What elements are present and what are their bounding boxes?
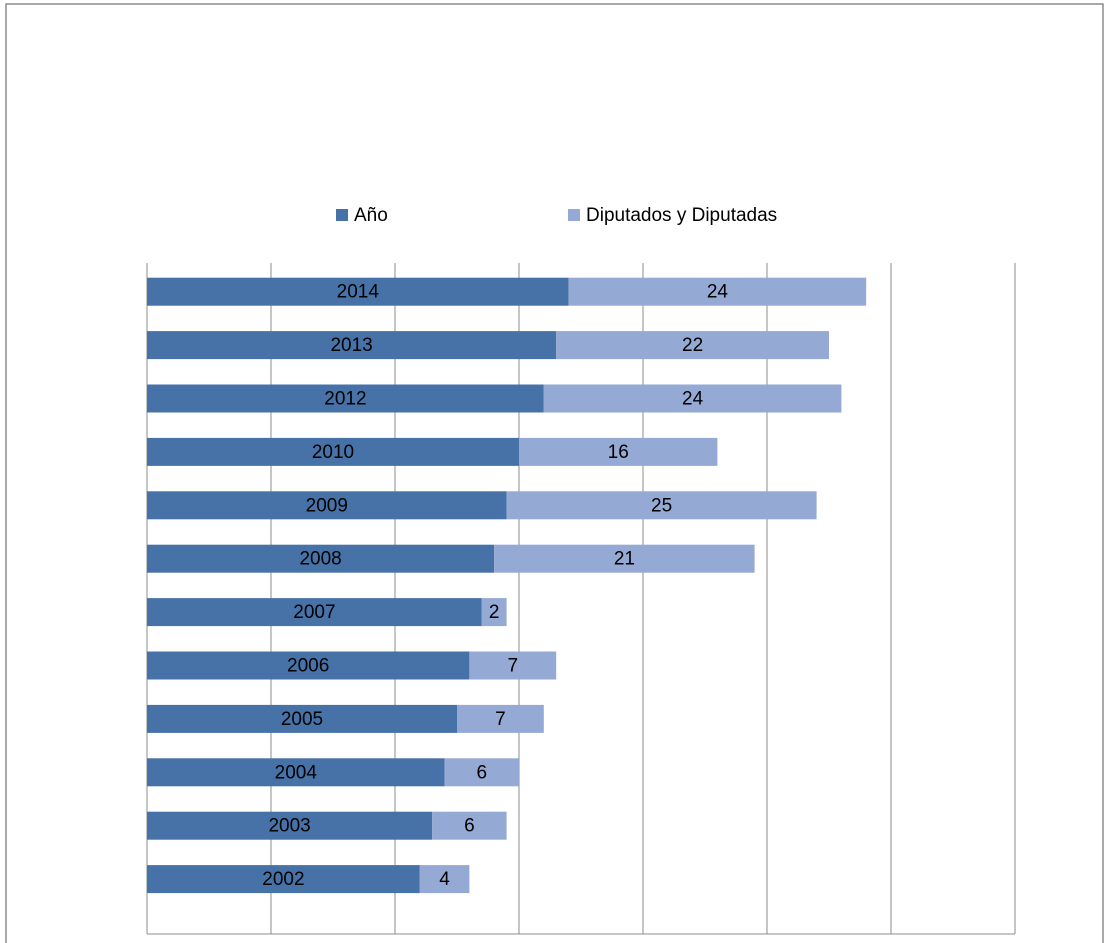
data-label: 2012	[324, 389, 366, 410]
bar-segment	[147, 865, 420, 894]
bar-segment	[147, 758, 445, 787]
data-label: 22	[682, 335, 703, 356]
data-label: 2014	[337, 282, 380, 303]
bar-segment	[147, 277, 569, 306]
bar-segment	[568, 277, 867, 306]
bar-segment	[147, 331, 557, 360]
data-label: 2003	[268, 816, 310, 837]
bar-segment	[147, 491, 507, 520]
data-label: 2008	[299, 549, 341, 570]
chart-frame	[5, 3, 1104, 943]
bar-segment	[147, 544, 495, 573]
bar-segment	[419, 865, 470, 894]
bar-segment	[494, 544, 755, 573]
bar-segment	[457, 704, 544, 733]
legend-swatch	[336, 209, 348, 221]
data-label: 4	[439, 869, 450, 890]
data-label: 2009	[306, 495, 348, 516]
bar-segment	[147, 384, 544, 413]
bar-segment	[556, 331, 829, 360]
data-label: 2005	[281, 709, 323, 730]
data-label: 7	[495, 709, 506, 730]
data-label: 16	[608, 442, 629, 463]
bar-segment	[147, 437, 519, 466]
data-label: 2	[489, 602, 500, 623]
bar-segment	[444, 758, 519, 787]
bar-segment	[147, 651, 470, 680]
bar-segment	[147, 811, 433, 840]
data-label: 2013	[330, 335, 372, 356]
data-label: 21	[614, 549, 635, 570]
bar-segment	[506, 491, 817, 520]
bar-segment	[481, 598, 507, 627]
legend-label: Diputados y Diputadas	[586, 205, 777, 226]
bar-segment	[469, 651, 557, 680]
legend-label: Año	[354, 205, 388, 226]
data-label: 6	[464, 816, 475, 837]
data-label: 25	[651, 495, 672, 516]
legend-swatch	[568, 209, 580, 221]
data-label: 24	[682, 389, 704, 410]
data-label: 2007	[293, 602, 335, 623]
bar-segment	[432, 811, 507, 840]
data-label: 24	[707, 282, 729, 303]
bar-segment	[543, 384, 842, 413]
data-label: 6	[477, 762, 488, 783]
data-label: 2004	[275, 762, 318, 783]
data-label: 2006	[287, 656, 329, 677]
bar-segment	[147, 704, 457, 733]
bar-segment	[147, 598, 482, 627]
data-label: 7	[508, 656, 519, 677]
data-label: 2002	[262, 869, 304, 890]
bar-segment	[519, 437, 718, 466]
data-label: 2010	[312, 442, 354, 463]
